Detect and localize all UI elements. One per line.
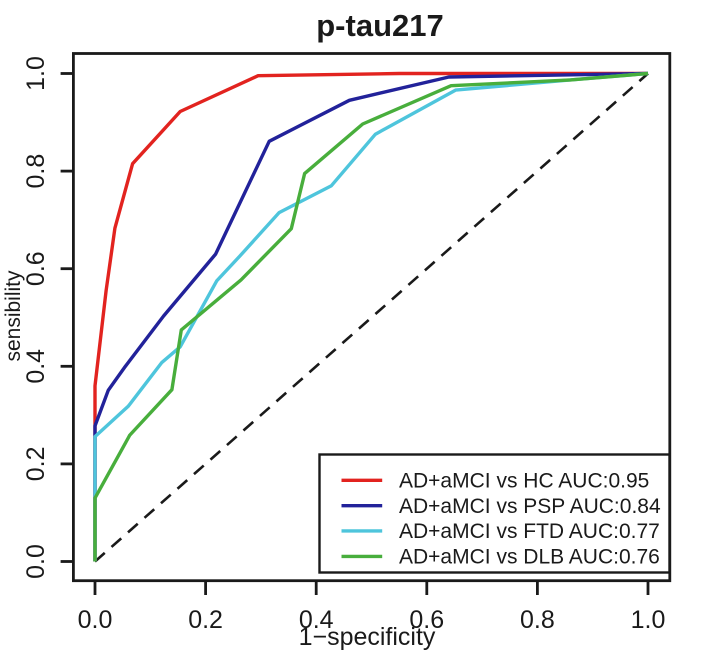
svg-text:0.4: 0.4 <box>299 606 334 634</box>
svg-text:AD+aMCI vs DLB AUC:0.76: AD+aMCI vs DLB AUC:0.76 <box>399 546 660 569</box>
svg-text:0.2: 0.2 <box>188 606 223 634</box>
svg-text:sensibility: sensibility <box>2 270 25 362</box>
svg-text:0.2: 0.2 <box>22 447 50 482</box>
svg-text:AD+aMCI vs PSP AUC:0.84: AD+aMCI vs PSP AUC:0.84 <box>399 495 661 518</box>
svg-text:AD+aMCI vs FTD AUC:0.77: AD+aMCI vs FTD AUC:0.77 <box>399 520 660 543</box>
svg-text:0.8: 0.8 <box>520 606 555 634</box>
svg-text:0.0: 0.0 <box>22 544 50 579</box>
svg-text:1.0: 1.0 <box>631 606 666 634</box>
svg-text:0.0: 0.0 <box>78 606 113 634</box>
svg-text:0.4: 0.4 <box>22 349 50 384</box>
svg-text:p-tau217: p-tau217 <box>316 8 443 43</box>
svg-text:0.8: 0.8 <box>22 154 50 189</box>
svg-text:0.6: 0.6 <box>409 606 444 634</box>
svg-text:1−specificity: 1−specificity <box>299 623 436 651</box>
svg-text:0.6: 0.6 <box>22 251 50 286</box>
svg-text:AD+aMCI vs HC AUC:0.95: AD+aMCI vs HC AUC:0.95 <box>399 470 649 493</box>
svg-text:1.0: 1.0 <box>22 56 50 91</box>
